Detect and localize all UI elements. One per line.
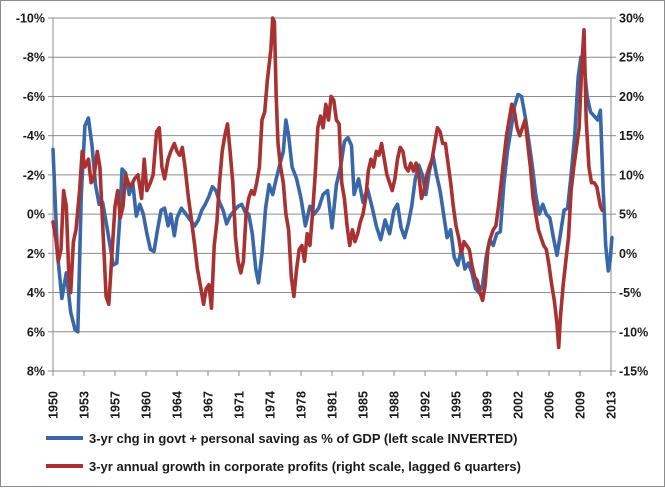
x-tick-label: 1995 bbox=[450, 391, 464, 419]
x-tick-label: 1985 bbox=[357, 391, 371, 419]
right-tick-label: 15% bbox=[619, 129, 644, 143]
left-tick-label: -6% bbox=[23, 90, 45, 104]
x-tick-label: 2002 bbox=[512, 391, 526, 419]
left-tick-label: -10% bbox=[16, 12, 45, 26]
right-axis: 30% 25% 20% 15% 10% 5% 0% -5% -10% -15% bbox=[610, 12, 648, 379]
x-tick-label: 1978 bbox=[295, 391, 309, 419]
right-tick-label: 30% bbox=[619, 12, 644, 26]
legend-label-profits: 3-yr annual growth in corporate profits … bbox=[89, 459, 521, 474]
x-tick-label: 1967 bbox=[202, 391, 216, 419]
left-tick-label: 8% bbox=[27, 365, 45, 379]
x-tick-label: 1981 bbox=[326, 391, 340, 419]
right-tick-label: -15% bbox=[619, 365, 648, 379]
x-axis: 1950 1953 1957 1960 1964 1967 1971 1974 1978 1981… bbox=[47, 370, 619, 419]
x-tick-label: 2009 bbox=[574, 391, 588, 419]
right-tick-label: 20% bbox=[619, 90, 644, 104]
right-tick-label: 10% bbox=[619, 168, 644, 182]
legend-label-saving: 3-yr chg in govt + personal saving as % … bbox=[89, 431, 518, 446]
x-tick-label: 2006 bbox=[543, 391, 557, 419]
x-tick-label: 1950 bbox=[47, 391, 61, 419]
x-tick-label: 1999 bbox=[481, 391, 495, 419]
left-tick-label: -4% bbox=[23, 129, 45, 143]
x-tick-label: 1992 bbox=[419, 391, 433, 419]
series-line-profits bbox=[51, 16, 604, 350]
left-tick-label: -2% bbox=[23, 168, 45, 182]
right-tick-label: 5% bbox=[619, 208, 637, 222]
x-tick-label: 1953 bbox=[78, 391, 92, 419]
right-tick-label: -10% bbox=[619, 325, 648, 339]
right-tick-label: 0% bbox=[619, 247, 637, 261]
x-tick-label: 1971 bbox=[233, 391, 247, 419]
series-layer bbox=[51, 16, 614, 350]
right-tick-label: 25% bbox=[619, 51, 644, 65]
gridlines bbox=[53, 17, 611, 372]
left-axis: -10% -8% -6% -4% -2% 0% 2% 4% 6% 8% bbox=[16, 12, 54, 379]
x-tick-label: 1964 bbox=[171, 391, 185, 419]
legend: 3-yr chg in govt + personal saving as % … bbox=[46, 431, 521, 474]
x-tick-label: 1960 bbox=[140, 391, 154, 419]
left-tick-label: 6% bbox=[27, 325, 45, 339]
x-tick-label: 1957 bbox=[109, 391, 123, 419]
x-tick-label: 1974 bbox=[264, 391, 278, 419]
left-tick-label: 4% bbox=[27, 286, 45, 300]
left-tick-label: 0% bbox=[27, 208, 45, 222]
x-tick-label: 1988 bbox=[388, 391, 402, 419]
left-tick-label: -8% bbox=[23, 51, 45, 65]
left-tick-label: 2% bbox=[27, 247, 45, 261]
x-tick-label: 2013 bbox=[605, 391, 619, 419]
right-tick-label: -5% bbox=[619, 286, 641, 300]
